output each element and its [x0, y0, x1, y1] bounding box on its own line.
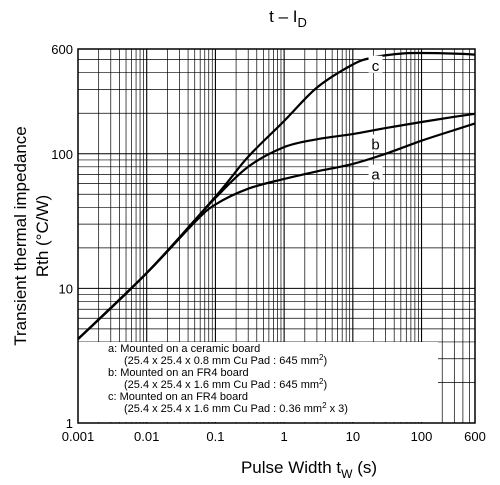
legend-b-tail: ) [323, 379, 327, 391]
legend-c-tail: x 3) [327, 403, 348, 415]
legend-b-text: Mounted on an FR4 board [120, 367, 248, 379]
x-axis-symbol: t [336, 458, 341, 477]
x-axis-subscript: W [341, 467, 353, 481]
legend-b-key: b [108, 367, 114, 379]
x-tick-label: 10 [346, 429, 360, 444]
legend-b-detail: (25.4 x 25.4 x 1.6 mm Cu Pad : 645 mm [124, 379, 319, 391]
x-tick-label: 100 [411, 429, 433, 444]
chart-title-subscript: D [297, 15, 306, 30]
y-axis-title-line1: Transient thermal impedance [11, 126, 30, 346]
series-line-b [77, 112, 476, 340]
legend-c-text: Mounted on an FR4 board [120, 391, 248, 403]
chart-title-main: t – I [269, 7, 297, 26]
legend-a-key: a [108, 343, 115, 355]
x-axis-title-main: Pulse Width [241, 458, 332, 477]
legend-c-line2: (25.4 x 25.4 x 1.6 mm Cu Pad : 0.36 mm2 … [124, 401, 348, 415]
legend-c-sup: 2 [322, 401, 327, 410]
curve-label-bg-b [368, 134, 383, 152]
series-lines [77, 51, 476, 340]
curve-label-bg-a [368, 164, 383, 182]
legend-b-line2: (25.4 x 25.4 x 1.6 mm Cu Pad : 645 mm2) [124, 377, 327, 391]
legend-background [78, 342, 438, 422]
legend-a-text: Mounted on a ceramic board [120, 343, 260, 355]
legend-a-line1: a: Mounted on a ceramic board [108, 343, 260, 355]
x-tick-label: 0.001 [62, 429, 95, 444]
legend-a-detail: (25.4 x 25.4 x 0.8 mm Cu Pad : 645 mm [124, 355, 319, 367]
series-line-a [77, 122, 476, 340]
y-tick-label: 100 [51, 147, 73, 162]
legend-c-key: c [108, 391, 114, 403]
x-axis-unit: (s) [357, 458, 377, 477]
x-axis-title: Pulse Width tW (s) [241, 458, 377, 481]
curve-label-a: a [371, 167, 380, 184]
plot-frame [77, 48, 476, 424]
legend-c-line1: c: Mounted on an FR4 board [108, 391, 248, 403]
curve-labels: c ba [368, 55, 383, 184]
legend-a-line2: (25.4 x 25.4 x 0.8 mm Cu Pad : 645 mm2) [124, 353, 327, 367]
curve-label-b: b [371, 137, 379, 154]
legend-b-sup: 2 [319, 377, 324, 386]
x-tick-label: 600 [464, 429, 486, 444]
y-axis-title-line2: Rth (°C/W) [33, 195, 52, 277]
curve-label-bg-c [368, 55, 383, 73]
legend-box: a: Mounted on a ceramic board (25.4 x 25… [78, 342, 438, 422]
x-tick-label: 0.01 [134, 429, 159, 444]
y-axis-title: Transient thermal impedance Rth (°C/W) [11, 126, 52, 346]
y-tick-label: 1 [66, 416, 73, 431]
legend-c-detail: (25.4 x 25.4 x 1.6 mm Cu Pad : 0.36 mm [124, 403, 322, 415]
x-tick-labels: 0.001 0.01 0.1 1 10 100 600 [62, 429, 486, 444]
series-line-c [77, 51, 476, 340]
y-tick-labels: 1 10 100 600 [51, 42, 73, 431]
legend-a-tail: ) [323, 355, 327, 367]
legend-a-sup: 2 [319, 353, 324, 362]
x-tick-label: 1 [281, 429, 288, 444]
legend-b-line1: b: Mounted on an FR4 board [108, 367, 249, 379]
x-tick-label: 0.1 [206, 429, 224, 444]
y-tick-label: 10 [59, 281, 73, 296]
y-tick-label: 600 [51, 42, 73, 57]
chart-title: t – ID [269, 7, 307, 30]
curve-label-c: c [372, 58, 380, 75]
